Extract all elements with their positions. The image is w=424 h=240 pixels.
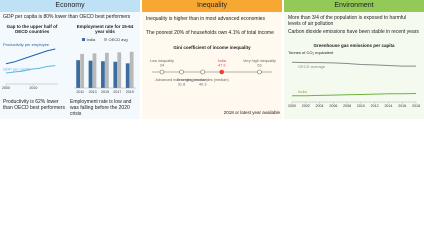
bar — [76, 60, 81, 88]
x-tick-label: 2010 — [29, 86, 37, 90]
chart-title: Gini coefficient of income inequality — [173, 45, 251, 50]
note: Productivity is 62% lower than OECD best… — [3, 99, 65, 111]
x-tick-label: 2002 — [302, 104, 310, 108]
x-tick-label: 2012 — [371, 104, 379, 108]
headline: The poorest 20% of households own 4.1% o… — [146, 30, 274, 36]
bar — [117, 52, 122, 88]
x-tick-label: 2000 — [2, 86, 10, 90]
marker-value: 47.9 — [218, 64, 225, 68]
bar — [105, 52, 109, 88]
x-tick-label: 2006 — [329, 104, 337, 108]
x-tick-label: 2000 — [288, 104, 296, 108]
series-label: OECD average — [298, 64, 326, 69]
chart-title: Greenhouse gas emissions per capita — [313, 43, 395, 48]
marker — [159, 69, 165, 75]
series-label: Productivity per employee — [3, 42, 50, 47]
legend-label: India — [87, 37, 96, 42]
x-tick-label: 2015 — [101, 90, 109, 94]
chart-title: Employment rate for 15-64 year olds — [76, 24, 134, 34]
panel-title: Inequality — [142, 0, 282, 12]
x-tick-label: 2008 — [343, 104, 351, 108]
bar — [88, 60, 93, 88]
line — [5, 65, 56, 74]
line — [291, 61, 416, 67]
bar — [125, 63, 130, 88]
chart-title: Gap to the upper half of OECD countries — [6, 24, 58, 34]
dashboard: Economy GDP per capita is 80% lower than… — [0, 0, 424, 119]
marker-label: India — [218, 59, 227, 63]
note: Employment rate is low and was falling b… — [70, 99, 132, 117]
marker — [200, 69, 206, 75]
marker-value: 63 — [257, 64, 261, 68]
headline: GDP per capita is 80% lower than OECD be… — [3, 14, 131, 20]
bar — [101, 61, 105, 88]
line — [5, 48, 56, 65]
x-tick-label: 2019 — [126, 90, 134, 94]
x-tick-label: 2010 — [357, 104, 365, 108]
marker-label: Emerging economies (median) — [177, 78, 229, 82]
marker — [179, 69, 184, 75]
inequality-panel: Inequality Inequality is higher than in … — [142, 0, 282, 119]
marker-label: Low inequality — [150, 59, 174, 63]
bar — [92, 53, 97, 88]
x-tick-label: 2004 — [316, 104, 324, 108]
legend-swatch — [104, 38, 107, 41]
x-tick-label: 2016 — [398, 104, 406, 108]
headline: Inequality is higher than in most advanc… — [146, 16, 265, 22]
panel-title: Economy — [0, 0, 140, 12]
marker-label: Advanced economies (median) — [155, 78, 208, 82]
line — [292, 92, 417, 97]
legend-swatch — [82, 38, 85, 41]
note: 2018 or latest year available — [223, 110, 280, 115]
series-label: India — [298, 89, 307, 94]
bar — [80, 53, 84, 88]
headline: Carbon dioxide emissions have been stabl… — [288, 29, 419, 35]
environment-chart: 2000 2002 2004 2006 2008 2010 2012 2014 2016 2018… — [288, 61, 420, 108]
marker-value: 24 — [160, 64, 164, 68]
bar — [113, 61, 118, 88]
x-tick-label: 2017 — [113, 90, 121, 94]
marker-label: Very high inequality — [243, 59, 276, 63]
panel-title: Environment — [284, 0, 424, 12]
x-tick-label: 2011 — [76, 90, 84, 94]
economy-panel: Economy GDP per capita is 80% lower than… — [0, 0, 140, 119]
axis-label: Tonnes of CO₂ equivalent — [288, 50, 334, 55]
headline: More than 3/4 of the population is expos… — [288, 15, 407, 27]
marker-value: 40.3 — [199, 83, 206, 87]
economy-charts: 2000 2010 Productivity per employee GDP per… — [2, 37, 136, 94]
x-tick-label: 2013 — [89, 90, 97, 94]
x-tick-label: 2018 — [412, 104, 420, 108]
marker — [257, 69, 262, 75]
legend-label: OECD avg — [109, 37, 128, 42]
marker — [219, 69, 225, 75]
environment-panel: Environment More than 3/4 of the populat… — [284, 0, 424, 119]
bar — [129, 51, 134, 88]
series-label: GDP per capita — [3, 67, 31, 72]
x-tick-label: 2014 — [384, 104, 392, 108]
marker-value: 31.8 — [178, 83, 185, 87]
